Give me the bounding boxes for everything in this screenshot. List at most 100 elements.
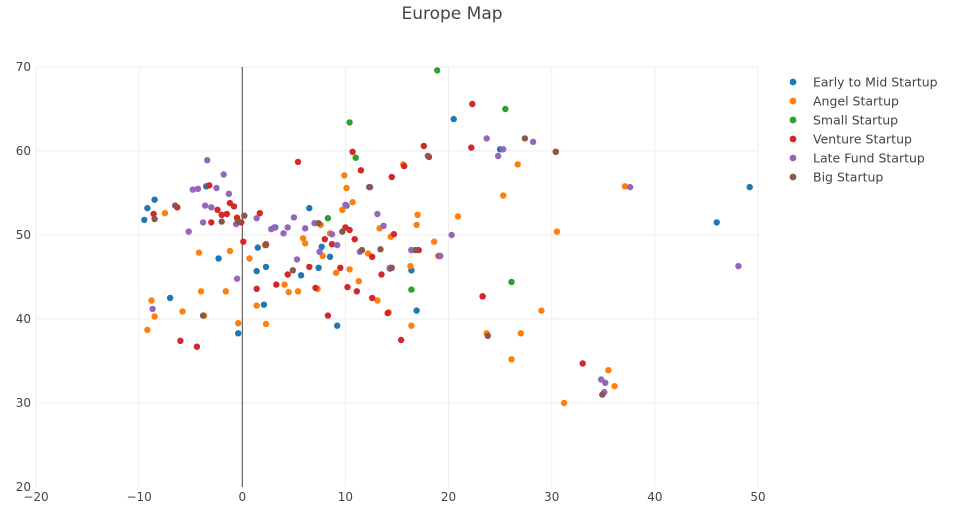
data-point: [339, 228, 346, 235]
data-point: [262, 263, 270, 271]
data-point: [334, 322, 341, 329]
data-points: [141, 67, 753, 407]
data-point: [366, 183, 373, 191]
data-point: [149, 305, 156, 313]
data-point: [144, 326, 151, 334]
x-tick-label: 40: [647, 490, 662, 504]
data-point: [294, 288, 302, 295]
data-point: [413, 307, 420, 314]
axes: −20 −10 0 10 20 30 40 50 20 30 40 50 60 70: [16, 60, 766, 504]
data-point: [172, 202, 179, 209]
data-point: [412, 246, 419, 254]
data-point: [220, 171, 227, 178]
legend-label: Early to Mid Startup: [813, 75, 938, 90]
data-point: [342, 201, 349, 208]
x-tick-label: 0: [238, 490, 246, 504]
data-point: [351, 236, 358, 243]
data-point: [521, 135, 529, 142]
data-point: [413, 221, 420, 229]
data-point: [312, 284, 319, 292]
data-point: [420, 142, 427, 150]
data-point: [254, 244, 261, 251]
data-point: [315, 264, 322, 271]
data-point: [408, 286, 415, 293]
data-point: [529, 138, 537, 145]
data-point: [226, 247, 234, 255]
data-point: [271, 224, 278, 231]
data-point: [151, 313, 158, 320]
data-point: [735, 262, 742, 270]
data-point: [713, 219, 720, 226]
data-point: [233, 275, 241, 282]
data-point: [343, 184, 350, 192]
x-tick-label: 50: [750, 490, 765, 504]
data-point: [189, 186, 196, 193]
data-point: [208, 204, 215, 211]
data-point: [357, 167, 365, 174]
data-point: [369, 253, 376, 260]
data-point: [352, 154, 359, 161]
data-point: [218, 211, 225, 218]
data-point: [302, 225, 309, 232]
data-point: [374, 210, 381, 218]
data-point: [204, 157, 211, 164]
data-point: [185, 228, 192, 235]
data-point: [315, 220, 322, 227]
data-point: [321, 236, 328, 243]
data-point: [437, 252, 444, 260]
data-point: [377, 246, 384, 253]
data-point: [388, 264, 395, 271]
y-tick-label: 70: [16, 60, 31, 74]
data-point: [141, 216, 148, 224]
data-point: [448, 231, 455, 239]
data-point: [579, 360, 586, 367]
legend-marker: [789, 135, 797, 143]
data-point: [148, 297, 155, 304]
data-point: [161, 210, 169, 217]
data-point: [407, 262, 414, 270]
data-point: [306, 263, 313, 271]
data-point: [334, 241, 341, 249]
data-point: [621, 183, 629, 190]
data-point: [414, 211, 421, 218]
y-tick-label: 60: [16, 144, 31, 158]
data-point: [260, 301, 268, 308]
data-point: [388, 173, 395, 181]
data-point: [397, 336, 405, 344]
data-point: [468, 144, 475, 151]
data-point: [223, 210, 230, 218]
data-point: [179, 308, 186, 315]
legend-marker: [789, 116, 797, 124]
data-point: [246, 255, 253, 262]
data-point: [218, 218, 225, 225]
data-point: [235, 320, 242, 327]
data-point: [374, 297, 381, 304]
y-tick-label: 40: [16, 312, 31, 326]
data-point: [297, 272, 305, 279]
legend-marker: [789, 154, 797, 162]
data-point: [598, 376, 605, 383]
data-point: [349, 148, 356, 155]
y-tick-label: 30: [16, 396, 31, 410]
data-point: [626, 183, 634, 191]
data-point: [294, 158, 302, 166]
data-point: [514, 161, 521, 168]
data-point: [290, 214, 298, 221]
data-point: [344, 283, 351, 291]
data-point: [337, 264, 344, 271]
legend-label: Venture Startup: [813, 132, 912, 147]
x-tick-label: 20: [441, 490, 456, 504]
data-point: [355, 278, 362, 285]
data-point: [346, 266, 353, 273]
data-point: [502, 105, 509, 113]
x-tick-label: 30: [544, 490, 559, 504]
data-point: [289, 267, 296, 274]
data-point: [206, 182, 213, 189]
data-point: [430, 238, 438, 245]
x-tick-label: −20: [23, 490, 48, 504]
data-point: [281, 281, 288, 288]
data-point: [349, 199, 356, 206]
legend-label: Angel Startup: [813, 94, 899, 109]
data-point: [284, 271, 291, 278]
legend-label: Late Fund Startup: [813, 151, 925, 166]
